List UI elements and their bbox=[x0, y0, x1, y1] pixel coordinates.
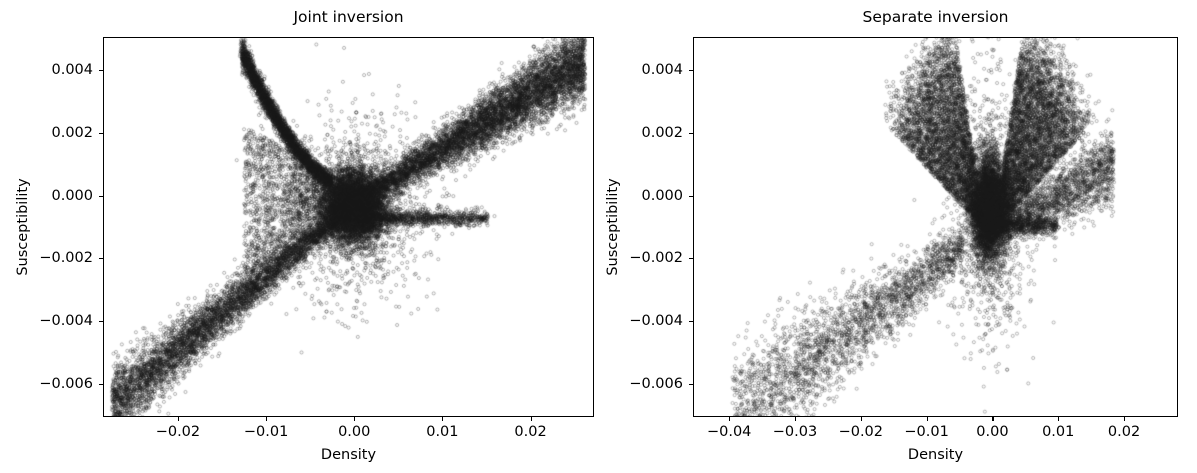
x-tick-label: −0.01 bbox=[904, 424, 949, 440]
y-tick-mark bbox=[689, 69, 693, 72]
y-tick-mark bbox=[689, 195, 693, 197]
x-tick-label: −0.03 bbox=[772, 424, 818, 440]
x-axis-title: Density bbox=[907, 447, 964, 463]
x-tick-mark bbox=[1058, 417, 1060, 421]
y-tick-label: 0.000 bbox=[641, 187, 683, 204]
y-tick-mark bbox=[99, 195, 103, 197]
y-tick-mark bbox=[99, 384, 103, 386]
panel-title: Separate inversion bbox=[862, 8, 1009, 26]
x-tick-label: −0.02 bbox=[838, 424, 884, 440]
x-tick-label: 0.02 bbox=[514, 424, 547, 440]
y-tick-label: −0.006 bbox=[39, 376, 93, 393]
x-axis-title: Density bbox=[320, 447, 377, 463]
x-tick-mark bbox=[354, 417, 356, 421]
y-tick-label: −0.002 bbox=[39, 250, 93, 267]
x-tick-mark bbox=[266, 417, 268, 421]
x-tick-mark bbox=[729, 417, 731, 421]
scatter-plot-area bbox=[104, 38, 593, 416]
y-tick-mark bbox=[689, 132, 693, 134]
x-tick-mark bbox=[795, 417, 797, 421]
y-tick-label: −0.004 bbox=[39, 313, 93, 330]
y-tick-label: −0.004 bbox=[629, 313, 683, 330]
y-tick-label: −0.002 bbox=[629, 250, 683, 267]
y-tick-mark bbox=[99, 258, 103, 260]
x-tick-mark bbox=[1124, 417, 1126, 421]
y-tick-mark bbox=[99, 132, 103, 134]
y-axis-title: Susceptibility bbox=[15, 178, 31, 276]
x-tick-label: 0.00 bbox=[338, 424, 371, 440]
x-tick-label: 0.02 bbox=[1107, 424, 1141, 440]
y-tick-mark bbox=[689, 321, 693, 323]
x-tick-mark bbox=[992, 417, 994, 421]
y-tick-mark bbox=[99, 321, 103, 323]
y-tick-label: −0.006 bbox=[629, 376, 683, 393]
y-tick-mark bbox=[99, 69, 103, 72]
y-tick-label: 0.002 bbox=[51, 124, 93, 141]
y-tick-label: 0.004 bbox=[641, 61, 683, 78]
y-tick-mark bbox=[689, 258, 693, 260]
x-tick-mark bbox=[530, 417, 532, 421]
x-tick-mark bbox=[860, 417, 862, 421]
y-axis-title: Susceptibility bbox=[605, 178, 621, 276]
x-tick-label: −0.01 bbox=[243, 424, 289, 440]
x-tick-mark bbox=[926, 417, 928, 421]
y-tick-mark bbox=[689, 384, 693, 386]
x-tick-label: −0.04 bbox=[706, 424, 752, 440]
x-tick-label: 0.00 bbox=[976, 424, 1009, 440]
y-tick-label: 0.004 bbox=[51, 61, 93, 78]
x-tick-label: 0.01 bbox=[426, 424, 459, 440]
scatter-plot-area bbox=[694, 38, 1177, 416]
x-tick-mark bbox=[442, 417, 444, 421]
panel-title: Joint inversion bbox=[293, 8, 404, 26]
y-tick-label: 0.000 bbox=[51, 187, 93, 204]
x-tick-label: 0.01 bbox=[1042, 424, 1075, 440]
y-tick-label: 0.002 bbox=[641, 124, 683, 141]
x-tick-mark bbox=[177, 417, 180, 421]
x-tick-label: −0.02 bbox=[155, 424, 201, 440]
